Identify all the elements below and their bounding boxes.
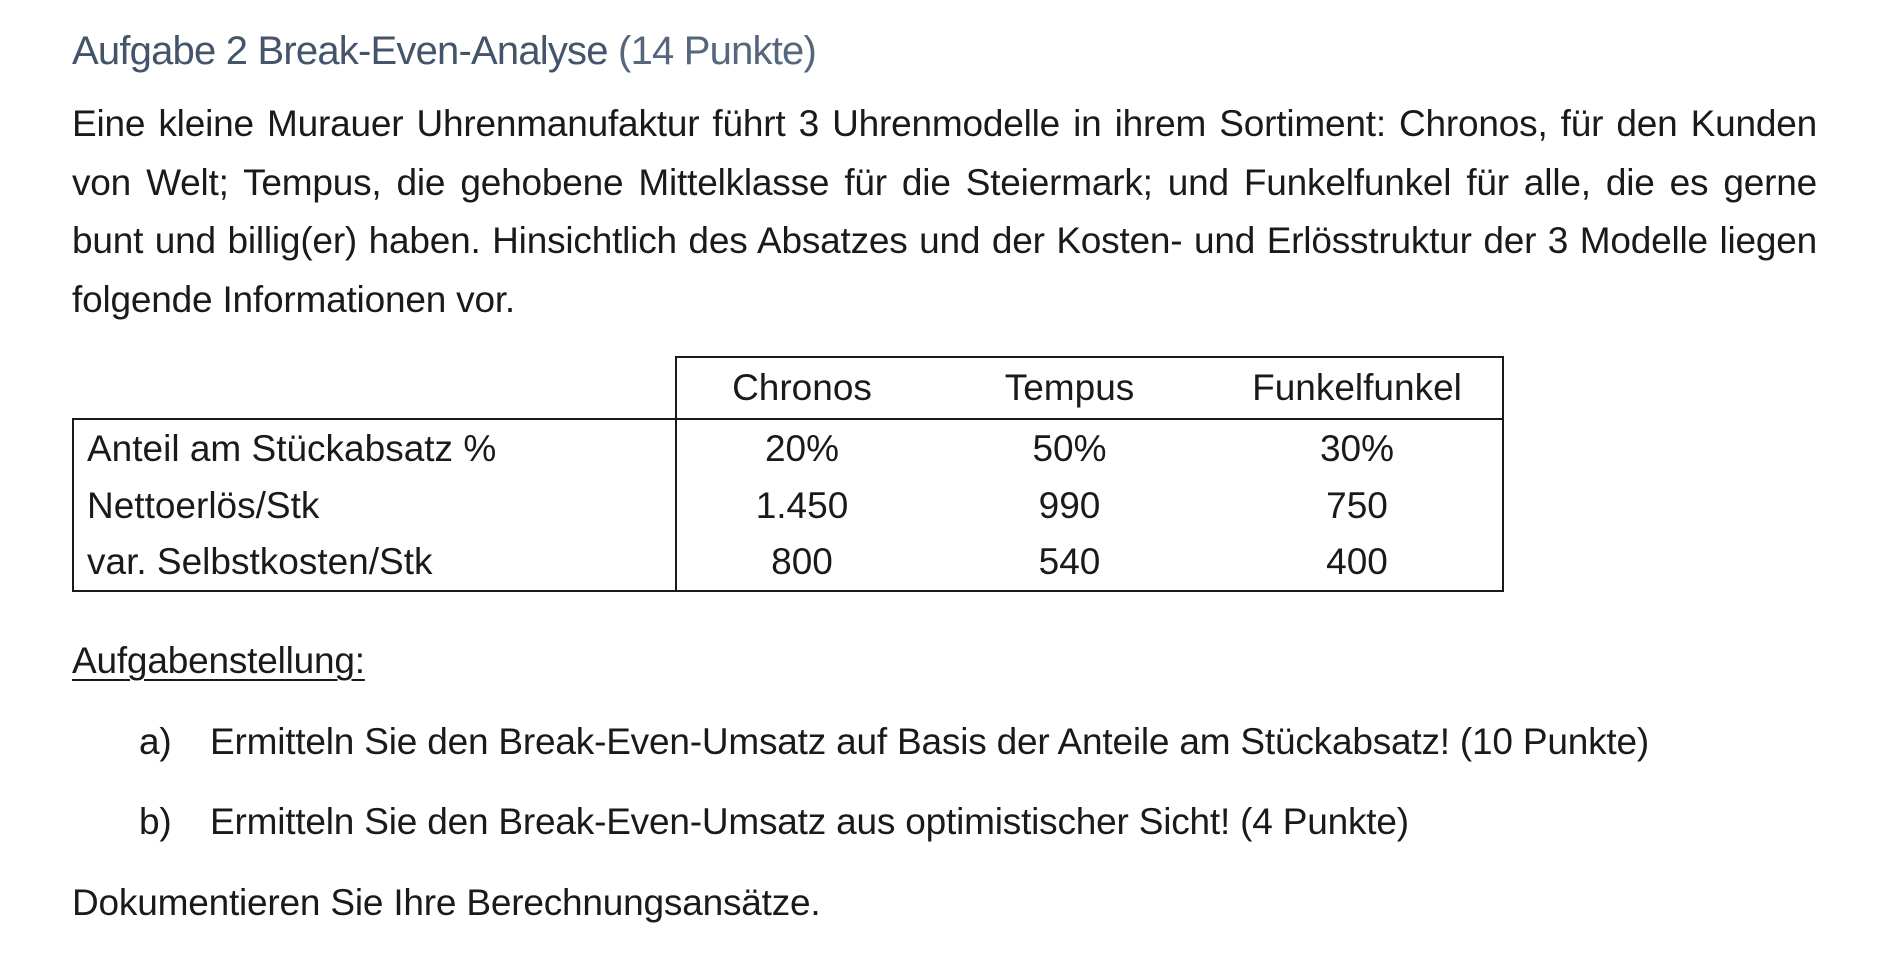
table-cell: 750 (1212, 477, 1504, 534)
list-item: a) Ermitteln Sie den Break-Even-Umsatz au… (139, 717, 1649, 767)
table-row-label: var. Selbstkosten/Stk (72, 534, 677, 592)
table-header-cell: Tempus (927, 356, 1212, 420)
table-header-row: Chronos Tempus Funkelfunkel (73, 356, 1504, 420)
list-item-text: Ermitteln Sie den Break-Even-Umsatz aus … (210, 801, 1409, 842)
intro-paragraph: Eine kleine Murauer Uhrenmanufaktur führ… (72, 103, 1817, 320)
table-cell: 990 (1038, 485, 1101, 526)
list-item: b) Ermitteln Sie den Break-Even-Umsatz au… (139, 797, 1409, 847)
table-row: Anteil am Stückabsatz % 20% 50% 30% (72, 418, 1504, 477)
table-row: Nettoerlös/Stk 1.450 990 750 (72, 477, 1504, 534)
table-row-label: Anteil am Stückabsatz % (72, 418, 677, 477)
task-section-title: Aufgabenstellung: (72, 640, 365, 681)
list-item-marker: a) (139, 721, 172, 762)
table-row: var. Selbstkosten/Stk 800 540 400 (72, 534, 1504, 592)
table-row-label: Nettoerlös/Stk (72, 477, 677, 534)
list-item-marker: b) (139, 801, 172, 842)
task-heading-points: (14 Punkte) (618, 29, 817, 73)
task-heading-title: Aufgabe 2 Break-Even-Analyse (72, 29, 609, 73)
table-header-cell: Funkelfunkel (1212, 356, 1504, 420)
table-header-cell: Chronos (675, 356, 927, 420)
table-cell: 50% (927, 418, 1212, 477)
list-item-text: Ermitteln Sie den Break-Even-Umsatz auf … (210, 721, 1649, 762)
table-cell: 30% (1212, 418, 1504, 477)
data-table: Chronos Tempus Funkelfunkel Anteil am St… (72, 356, 1504, 592)
table-cell: 400 (1212, 534, 1504, 592)
table-cell: 20% (676, 418, 927, 477)
task-heading: Aufgabe 2 Break-Even-Analyse (14 Punkte) (72, 26, 817, 76)
closing-instruction: Dokumentieren Sie Ihre Berechnungsansätz… (72, 882, 821, 923)
table-cell: 1.450 (755, 485, 849, 526)
table-header-empty (73, 357, 676, 419)
table-cell: 540 (927, 534, 1212, 592)
table-cell: 800 (676, 534, 927, 592)
